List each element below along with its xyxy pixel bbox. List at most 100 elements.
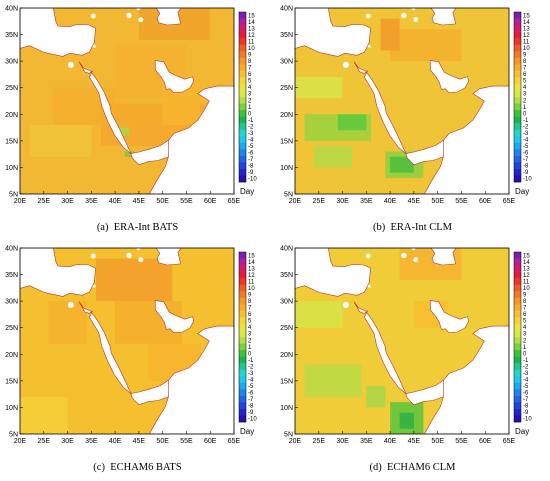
colorbar-label: 9 (248, 53, 252, 59)
colorbar-swatch (514, 25, 521, 32)
field-patch (380, 18, 400, 51)
lon-tick-label: 20E (289, 438, 302, 445)
lon-tick-label: 60E (204, 198, 217, 205)
lat-tick-label: 15N (280, 378, 293, 385)
lat-tick-label: 25N (5, 325, 18, 332)
colorbar-label: -8 (248, 404, 254, 410)
colorbar-swatch (239, 382, 246, 390)
colorbar-label: -7 (248, 397, 254, 403)
colorbar-label: 0 (523, 111, 527, 117)
colorbar-swatch (239, 149, 246, 157)
colorbar-label: -8 (248, 164, 254, 170)
colorbar-swatch (514, 110, 521, 117)
persian-gulf (429, 300, 469, 333)
colorbar-swatch (514, 265, 521, 272)
colorbar-frame (513, 251, 522, 423)
field-patch (295, 77, 343, 99)
lat-tick-label: 25N (280, 85, 293, 92)
colorbar-swatch (239, 389, 246, 397)
colorbar-label: 6 (248, 72, 252, 78)
colorbar-label: -10 (523, 177, 532, 183)
colorbar-label: 10 (248, 46, 255, 52)
colorbar-label: 13 (248, 26, 255, 32)
lat-tick-label: 30N (5, 299, 18, 306)
panel-label-d: (d) (369, 462, 382, 473)
panel-caption-a: (a) ERA-Int BATS (0, 222, 275, 233)
lat-tick-label: 40N (5, 246, 18, 253)
colorbar-swatch (239, 317, 246, 325)
colorbar-label: 13 (523, 266, 530, 272)
colorbar-label: -2 (523, 364, 529, 370)
colorbar-label: 3 (523, 92, 527, 98)
colorbar-label: -10 (523, 417, 532, 423)
colorbar-swatch (239, 12, 246, 19)
lon-tick-label: 60E (204, 438, 217, 445)
colorbar-swatch (239, 350, 246, 357)
colorbar-swatch (514, 323, 521, 331)
lake (92, 284, 96, 288)
black-sea (57, 248, 122, 249)
colorbar-label: 12 (523, 273, 530, 279)
map-figure-a: 20E 25E 30E 35E 40E 45E 50E 55E 60E 65E5N10N15N20… (5, 6, 257, 206)
colorbar-swatch (239, 136, 246, 144)
colorbar-swatch (239, 265, 246, 272)
colorbar-label: 7 (248, 66, 252, 72)
lake (401, 252, 407, 259)
colorbar-swatch (514, 402, 521, 410)
colorbar-label: 4 (523, 85, 527, 91)
black-sea (57, 8, 122, 9)
lon-tick-label: 20E (289, 198, 302, 205)
colorbar-swatch (514, 31, 521, 39)
mediterranean-sea (20, 248, 96, 297)
colorbar-label: 11 (248, 39, 255, 45)
colorbar-swatch (514, 51, 521, 59)
lake (413, 257, 419, 263)
lon-tick-label: 40E (384, 198, 397, 205)
caspian-sea (155, 248, 182, 266)
colorbar-label: 10 (523, 286, 530, 292)
colorbar-label: 8 (248, 59, 252, 65)
colorbar-label: 7 (248, 306, 252, 312)
colorbar-swatch (239, 129, 246, 137)
colorbar-label: -5 (523, 384, 529, 390)
map-field (20, 8, 234, 194)
panel-caption-b: (b) ERA-Int CLM (275, 222, 550, 233)
colorbar-swatch (239, 369, 246, 377)
lon-tick-label: 35E (360, 438, 373, 445)
arabian-sea (424, 325, 509, 434)
arabian-sea (149, 325, 234, 434)
colorbar-swatch (514, 389, 521, 397)
lat-tick-label: 35N (5, 272, 18, 279)
colorbar-swatch (514, 64, 521, 72)
colorbar-unit: Day (240, 187, 254, 196)
colorbar-swatch (514, 304, 521, 312)
colorbar-label: -3 (248, 131, 254, 137)
colorbar-swatch (239, 323, 246, 331)
colorbar-swatch (239, 310, 246, 318)
colorbar-swatch (514, 395, 521, 403)
colorbar-swatch (514, 252, 521, 259)
colorbar-swatch (514, 77, 521, 85)
colorbar-swatch (514, 129, 521, 137)
panel-label-b: (b) (372, 222, 386, 233)
colorbar-label: -8 (523, 164, 529, 170)
colorbar-label: 14 (248, 260, 255, 266)
colorbar-label: -2 (248, 364, 254, 370)
colorbar-swatch (514, 317, 521, 325)
lon-tick-label: 55E (180, 438, 193, 445)
colorbar-swatch (239, 51, 246, 59)
lake (67, 301, 74, 308)
colorbar-label: 1 (248, 345, 252, 351)
colorbar-label: 8 (523, 59, 527, 65)
colorbar-label: 4 (523, 325, 527, 331)
colorbar-frame (238, 251, 247, 423)
map-frame (294, 7, 510, 195)
colorbar-swatch (514, 83, 521, 91)
panel-title-a: ERA-Int BATS (113, 222, 179, 233)
panel-label-a: (a) (96, 222, 109, 233)
persian-gulf (154, 60, 194, 93)
lat-tick-label: 5N (284, 432, 293, 439)
colorbar-label: -6 (248, 151, 254, 157)
lon-tick-label: 25E (38, 438, 51, 445)
colorbar-label: 15 (248, 13, 255, 19)
